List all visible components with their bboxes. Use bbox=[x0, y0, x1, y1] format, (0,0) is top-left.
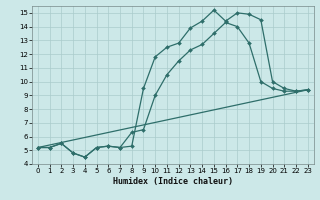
X-axis label: Humidex (Indice chaleur): Humidex (Indice chaleur) bbox=[113, 177, 233, 186]
